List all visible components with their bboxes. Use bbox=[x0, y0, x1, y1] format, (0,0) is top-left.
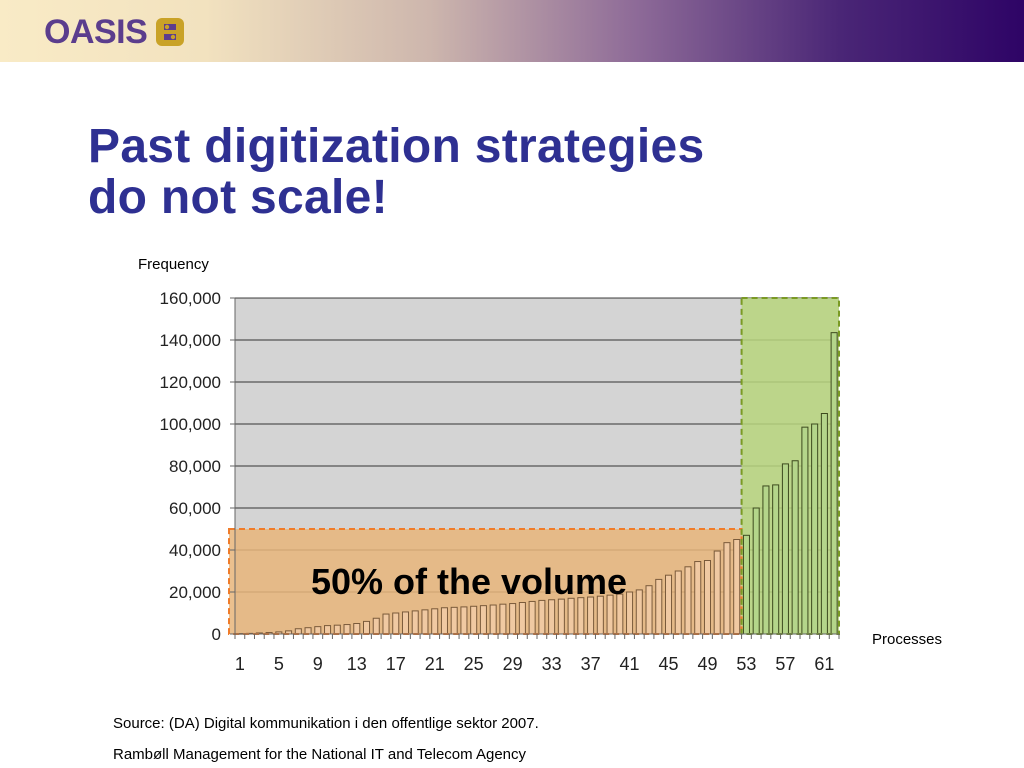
bar bbox=[752, 507, 760, 635]
bar bbox=[362, 620, 371, 635]
bar bbox=[703, 560, 712, 635]
bar bbox=[635, 589, 643, 635]
bar bbox=[791, 460, 799, 635]
bar bbox=[450, 606, 458, 635]
x-tick-label: 37 bbox=[581, 654, 601, 674]
y-tick-label: 120,000 bbox=[160, 373, 221, 392]
bar bbox=[411, 610, 419, 635]
x-tick-label: 57 bbox=[775, 654, 795, 674]
title-line-1: Past digitization strategies bbox=[88, 120, 705, 173]
bar bbox=[528, 600, 536, 635]
bar bbox=[626, 591, 634, 635]
bar bbox=[401, 611, 410, 635]
x-tick-label: 9 bbox=[313, 654, 323, 674]
bar bbox=[742, 534, 750, 635]
bar bbox=[421, 609, 429, 635]
y-tick-label: 140,000 bbox=[160, 331, 221, 350]
bar bbox=[372, 617, 380, 635]
source-publisher: Rambøll Management for the National IT a… bbox=[113, 746, 526, 763]
y-tick-label: 80,000 bbox=[169, 457, 221, 476]
bar bbox=[733, 539, 741, 635]
source-citation: Source: (DA) Digital kommunikation i den… bbox=[113, 715, 539, 732]
volume-annotation: 50% of the volume bbox=[311, 561, 627, 602]
bar bbox=[820, 413, 828, 635]
bar bbox=[684, 566, 692, 635]
y-tick-label: 160,000 bbox=[160, 289, 221, 308]
x-tick-label: 25 bbox=[464, 654, 484, 674]
bar bbox=[772, 484, 780, 635]
title-line-2: do not scale! bbox=[88, 171, 388, 224]
header-banner: OASIS bbox=[0, 0, 1024, 62]
y-tick-label: 40,000 bbox=[169, 541, 221, 560]
x-tick-label: 13 bbox=[347, 654, 367, 674]
x-axis-caption: Processes bbox=[872, 631, 942, 648]
slide-title: Past digitization strategies do not scal… bbox=[88, 121, 948, 223]
x-tick-label: 29 bbox=[503, 654, 523, 674]
bar bbox=[479, 605, 487, 635]
x-tick-label: 61 bbox=[814, 654, 834, 674]
bar bbox=[460, 606, 468, 635]
y-tick-label: 0 bbox=[212, 625, 221, 644]
bar bbox=[811, 423, 819, 635]
y-tick-labels: 0 20,000 40,000 60,000 80,000 100,000 120,000 1… bbox=[160, 289, 221, 644]
bar bbox=[382, 613, 390, 635]
bar bbox=[557, 598, 565, 635]
bar bbox=[674, 570, 682, 635]
x-tick-label: 5 bbox=[274, 654, 284, 674]
x-tick-label: 1 bbox=[235, 654, 245, 674]
x-tick-label: 53 bbox=[736, 654, 756, 674]
bar bbox=[431, 608, 439, 635]
x-tick-label: 45 bbox=[659, 654, 679, 674]
bar bbox=[762, 485, 770, 635]
bar bbox=[518, 602, 526, 635]
x-tick-label: 41 bbox=[620, 654, 640, 674]
bar bbox=[333, 624, 341, 635]
oasis-logo: OASIS bbox=[44, 14, 185, 50]
bar bbox=[440, 607, 448, 635]
bar bbox=[830, 332, 838, 635]
bar bbox=[499, 603, 507, 635]
bar bbox=[509, 603, 517, 635]
y-tick-label: 20,000 bbox=[169, 583, 221, 602]
bar bbox=[324, 625, 332, 635]
bar bbox=[723, 542, 731, 635]
bar bbox=[470, 605, 478, 635]
y-tick-label: 100,000 bbox=[160, 415, 221, 434]
bar bbox=[567, 597, 575, 635]
bar bbox=[781, 463, 789, 635]
bar bbox=[664, 574, 673, 635]
x-tick-label: 17 bbox=[386, 654, 406, 674]
bar bbox=[655, 578, 663, 635]
bar bbox=[489, 604, 497, 635]
y-tick-label: 60,000 bbox=[169, 499, 221, 518]
y-axis-caption: Frequency bbox=[138, 256, 209, 273]
oasis-mark-icon bbox=[156, 18, 185, 46]
frequency-bar-chart: 0 20,000 40,000 60,000 80,000 100,000 120,000 1… bbox=[138, 256, 942, 674]
bar bbox=[801, 426, 809, 635]
bar bbox=[577, 597, 585, 635]
bar bbox=[548, 599, 556, 635]
x-tick-label: 49 bbox=[697, 654, 717, 674]
x-tick-labels: 1 5 9 13 17 21 25 29 33 37 41 45 49 53 57 61 bbox=[235, 654, 835, 674]
bar bbox=[538, 599, 546, 635]
bar bbox=[392, 612, 400, 635]
x-tick-label: 33 bbox=[542, 654, 562, 674]
bar bbox=[314, 626, 322, 635]
logo-text: OASIS bbox=[44, 13, 148, 51]
bar bbox=[343, 624, 351, 635]
bar bbox=[587, 596, 595, 635]
bar bbox=[713, 550, 721, 635]
bar bbox=[645, 585, 653, 635]
x-tick-label: 21 bbox=[425, 654, 445, 674]
bar bbox=[353, 623, 361, 635]
bar bbox=[694, 561, 702, 635]
axes bbox=[230, 297, 840, 639]
